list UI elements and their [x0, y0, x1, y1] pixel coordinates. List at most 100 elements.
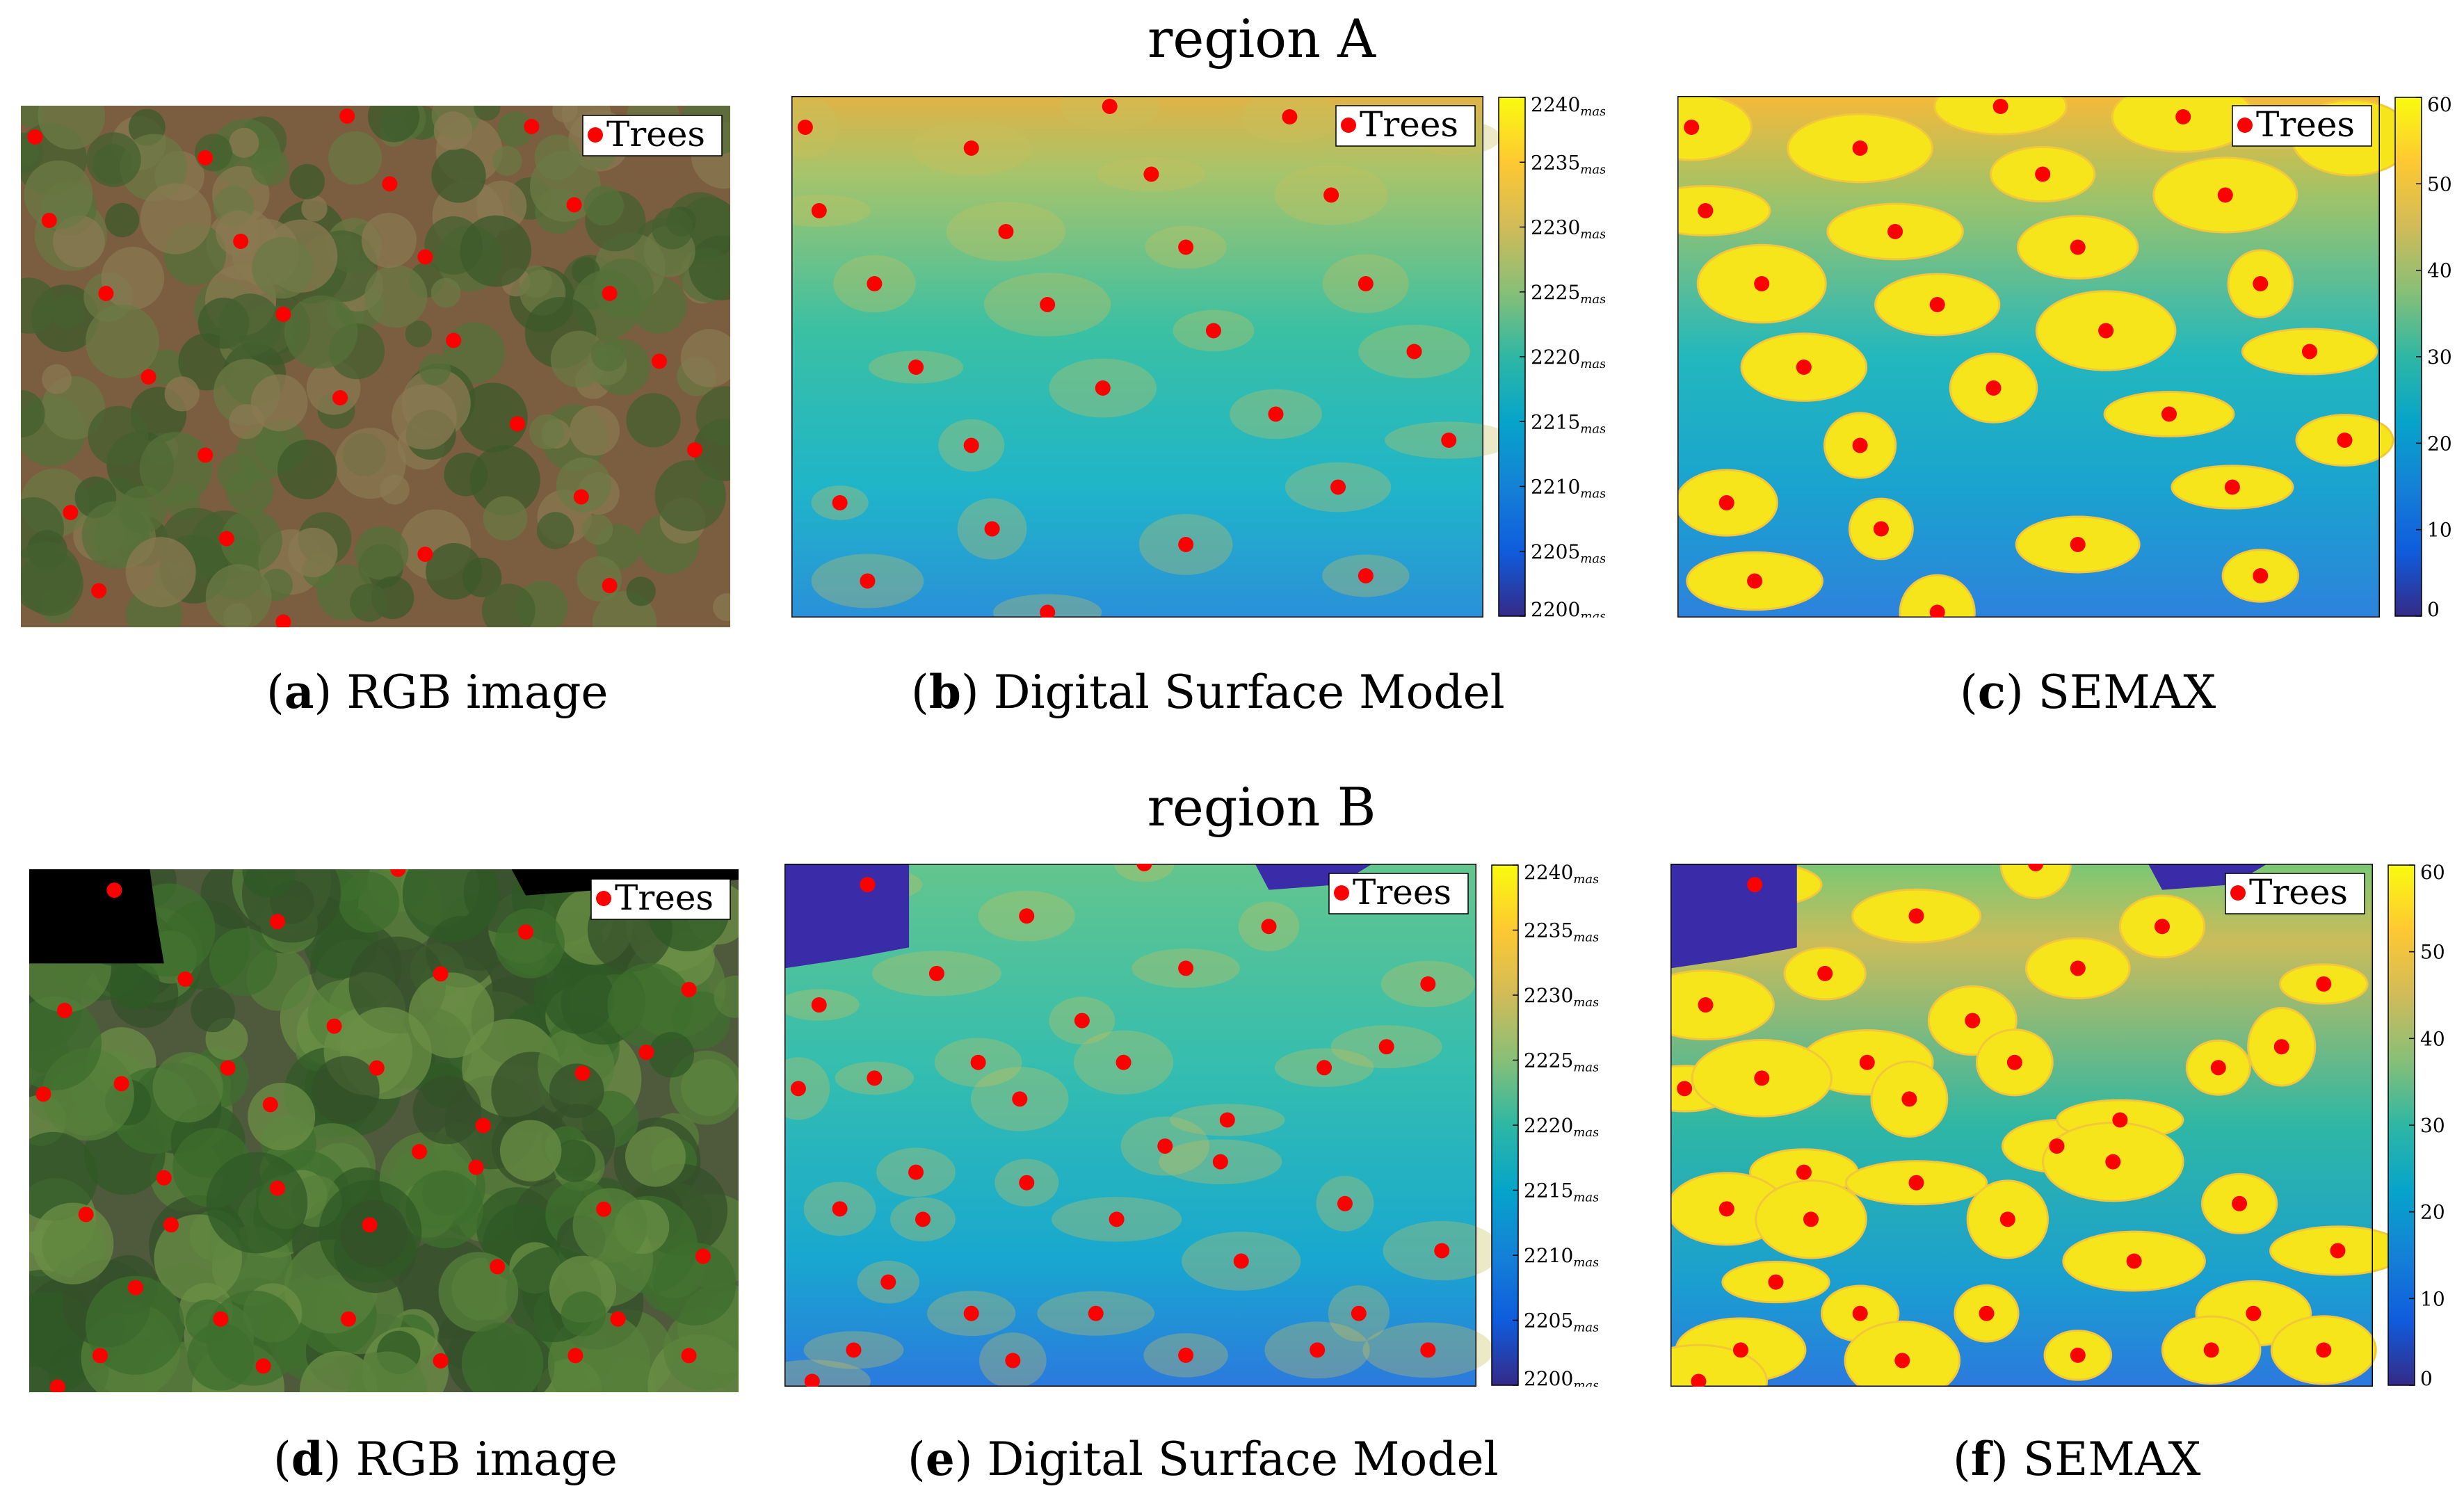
nodata-mask [784, 864, 910, 969]
tree-marker [1233, 1253, 1249, 1269]
colorbar-tick-label: 40 [2427, 259, 2452, 282]
legend-trees-label: Trees [615, 878, 714, 918]
tree-marker [1205, 323, 1221, 339]
tree-marker [41, 213, 57, 228]
tree-marker [963, 140, 979, 156]
tree-marker [1803, 1211, 1819, 1227]
tree-marker [1337, 1195, 1353, 1211]
legend-tree-marker [2230, 885, 2246, 901]
tree-marker [2070, 960, 2086, 976]
tree-marker [1005, 1353, 1021, 1369]
tree-marker [1887, 224, 1903, 239]
tree-marker [1698, 997, 1714, 1013]
legend-tree-marker [588, 127, 603, 143]
tree-marker [2175, 109, 2191, 124]
tree-marker [1420, 976, 1436, 992]
tree-marker [27, 129, 43, 145]
tree-marker [1095, 380, 1111, 396]
tree-marker [1873, 521, 1889, 537]
tree-marker [2253, 568, 2269, 583]
tree-marker [198, 447, 214, 463]
tree-marker [113, 1076, 129, 1092]
tree-marker [1212, 1154, 1228, 1170]
caption-d: (d) RGB image [273, 1432, 618, 1486]
tree-marker [2316, 976, 2332, 992]
tree-marker [928, 965, 944, 981]
tree-marker [596, 1201, 612, 1217]
tree-marker [970, 1054, 986, 1070]
colorbar-tick-label: 2225masl [1531, 281, 1605, 307]
colorbar-tick-label: 2210masl [1524, 1244, 1598, 1270]
tree-marker [652, 353, 667, 369]
tree-marker [270, 1180, 285, 1196]
tree-marker [417, 249, 433, 265]
tree-marker [1859, 1054, 1875, 1070]
tree-marker [1852, 437, 1868, 453]
tree-marker [695, 1248, 711, 1264]
tree-marker [2253, 276, 2269, 291]
tree-marker [2098, 323, 2114, 339]
tree-marker [1157, 1138, 1173, 1154]
tree-markers [1677, 856, 2346, 1389]
colorbar: 2240masl 2235masl 2230masl 2225masl 2220masl… [1498, 93, 1610, 624]
tree-marker [880, 1274, 896, 1290]
tree-marker [963, 1305, 979, 1321]
tree-marker [270, 914, 285, 930]
tree-marker [1316, 1060, 1332, 1076]
tree-marker [602, 578, 618, 593]
tree-marker [1420, 1342, 1436, 1358]
caption-e: (e) Digital Surface Model [908, 1432, 1499, 1486]
colorbar: 60 50 40 30 20 10 0 [2387, 861, 2445, 1390]
tree-marker [860, 573, 876, 589]
colorbar-tick-label: 50 [2420, 941, 2445, 964]
colorbar-tick-label: 10 [2427, 519, 2452, 542]
colorbar-tick-label: 60 [2427, 96, 2452, 116]
panel-f-semax: Trees 60 50 40 30 20 10 0 [1629, 828, 2449, 1419]
panel-b-dsm: Trees 2240masl 2235masl 2230masl 2225masl 222… [767, 82, 1610, 631]
legend-trees-label: Trees [2256, 104, 2355, 145]
tree-marker [2203, 1342, 2219, 1358]
legend-trees-label: Trees [1353, 872, 1451, 912]
tree-marker [567, 1348, 583, 1364]
caption-b: (b) Digital Surface Model [911, 665, 1505, 719]
tree-markers [35, 862, 711, 1395]
tree-marker [213, 1311, 229, 1327]
tree-marker [2302, 344, 2317, 360]
panel-e-dsm: Trees 2240masl 2235masl 2230masl 2225masl 222… [753, 845, 1603, 1403]
tree-markers [790, 856, 1450, 1389]
legend-tree-marker [1334, 885, 1349, 901]
trees-legend: Trees [1335, 104, 1476, 147]
caption-c: (c) SEMAX [1960, 665, 2216, 719]
tree-markers [797, 99, 1464, 620]
tree-marker [1040, 297, 1056, 312]
tree-marker [332, 390, 348, 405]
tree-marker [867, 1070, 883, 1086]
tree-marker [1852, 140, 1868, 156]
colorbar-tick-label: 30 [2427, 346, 2452, 369]
colorbar-tick-label: 10 [2420, 1287, 2445, 1310]
tree-marker [1143, 166, 1159, 182]
tree-marker [233, 234, 249, 249]
tree-marker [140, 369, 156, 385]
tree-marker [832, 495, 848, 510]
trees-legend: Trees [2225, 872, 2365, 914]
colorbar-tick-label: 50 [2427, 172, 2452, 195]
map-area [767, 82, 1513, 631]
tree-marker [1979, 1305, 1995, 1321]
colorbar-tick-label: 2210masl [1531, 476, 1605, 501]
tree-marker [1268, 406, 1284, 422]
tree-marker [610, 1311, 626, 1327]
legend-trees-label: Trees [1360, 104, 1458, 145]
tree-marker [128, 1280, 143, 1296]
tree-marker [106, 882, 122, 898]
tree-marker [2330, 1243, 2346, 1259]
tree-marker [2070, 239, 2086, 255]
tree-marker [1358, 276, 1374, 291]
tree-marker [1754, 1070, 1770, 1086]
colorbar-tick-label: 2235masl [1531, 151, 1605, 177]
colorbar-tick-label: 2240masl [1524, 864, 1598, 887]
colorbar-tick-label: 0 [2427, 598, 2440, 618]
tree-marker [2217, 187, 2233, 203]
tree-marker [255, 1358, 271, 1374]
tree-marker [681, 1348, 697, 1364]
